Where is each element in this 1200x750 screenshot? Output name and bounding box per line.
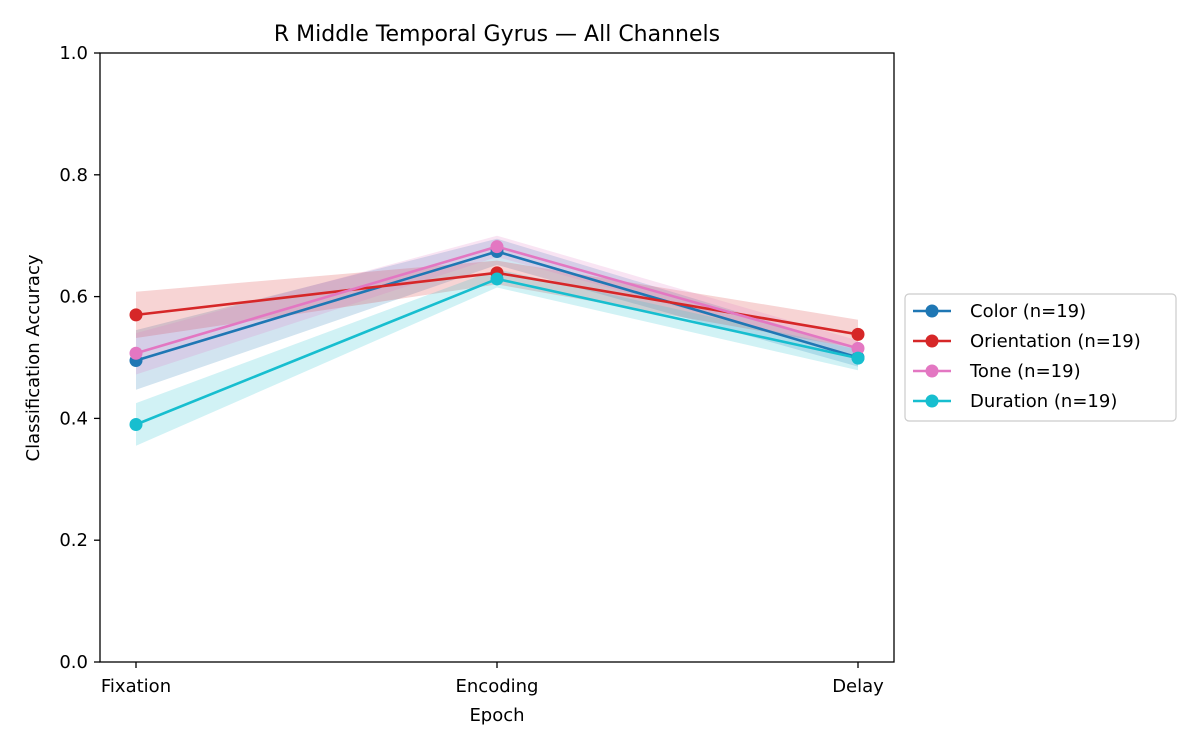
x-tick-label: Delay <box>832 676 884 697</box>
band-series-2 <box>136 235 858 375</box>
y-tick-label: 0.4 <box>59 408 88 429</box>
chart-title: R Middle Temporal Gyrus — All Channels <box>274 22 720 47</box>
band-series-3 <box>136 269 858 446</box>
y-tick-label: 0.8 <box>59 165 88 186</box>
series-points <box>129 240 865 431</box>
point-series-3-2 <box>851 351 865 365</box>
point-series-3-1 <box>490 272 504 286</box>
legend-marker-2 <box>925 364 939 378</box>
point-series-3-0 <box>129 417 143 431</box>
legend: Color (n=19) Orientation (n=19) Tone (n=19… <box>904 293 1177 422</box>
point-series-2-1 <box>490 240 504 254</box>
x-axis: Fixation Encoding Delay <box>101 662 884 697</box>
band-series-1 <box>136 260 858 349</box>
y-tick-label: 1.0 <box>59 43 88 64</box>
y-tick-label: 0.2 <box>59 530 88 551</box>
legend-label-2: Tone (n=19) <box>969 361 1081 382</box>
x-axis-title: Epoch <box>469 705 524 726</box>
legend-label-3: Duration (n=19) <box>970 391 1117 412</box>
x-tick-label: Encoding <box>456 676 539 697</box>
y-tick-label: 0.6 <box>59 287 88 308</box>
legend-label-0: Color (n=19) <box>970 301 1086 322</box>
x-tick-label: Fixation <box>101 676 171 697</box>
point-series-2-2 <box>851 341 865 355</box>
legend-marker-3 <box>925 394 939 408</box>
y-axis: 0.0 0.2 0.4 0.6 0.8 1.0 <box>59 43 100 673</box>
legend-frame <box>904 293 1177 422</box>
legend-label-1: Orientation (n=19) <box>970 331 1141 352</box>
point-series-2-0 <box>129 346 143 360</box>
y-tick-label: 0.0 <box>59 652 88 673</box>
y-axis-title: Classification Accuracy <box>23 254 44 461</box>
point-series-1-2 <box>851 327 865 341</box>
legend-marker-1 <box>925 334 939 348</box>
legend-marker-0 <box>925 304 939 318</box>
point-series-1-0 <box>129 308 143 322</box>
